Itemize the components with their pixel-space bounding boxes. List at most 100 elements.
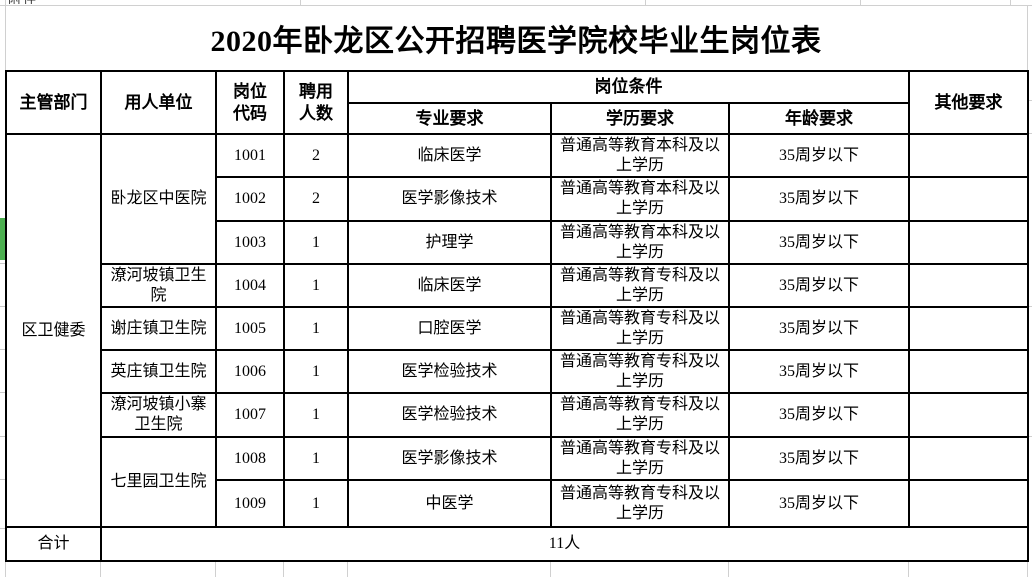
cell-other-requirement[interactable] <box>908 349 1029 394</box>
header-row-2: 专业要求 学历要求 年龄要求 <box>6 102 1028 135</box>
cell-education[interactable]: 普通高等教育专科及以上学历 <box>550 392 730 438</box>
cell-hire-count[interactable]: 1 <box>283 306 349 351</box>
cell-position-code[interactable]: 1002 <box>215 176 285 222</box>
header-position-code-line1: 岗位 <box>233 82 267 102</box>
cell-hire-count[interactable]: 2 <box>283 176 349 222</box>
cell-employer[interactable]: 七里园卫生院 <box>100 436 217 528</box>
cell-major[interactable]: 临床医学 <box>347 133 552 178</box>
header-hire-count-line2: 人数 <box>299 103 333 123</box>
cell-other-requirement[interactable] <box>908 133 1029 178</box>
cell-other-requirement[interactable] <box>908 220 1029 265</box>
cell-employer[interactable]: 潦河坡镇小寨卫生院 <box>100 392 217 438</box>
header-employer[interactable]: 用人单位 <box>100 70 217 135</box>
cell-age[interactable]: 35周岁以下 <box>728 176 910 222</box>
cell-education[interactable]: 普通高等教育本科及以上学历 <box>550 220 730 265</box>
cell-education[interactable]: 普通高等教育本科及以上学历 <box>550 176 730 222</box>
cell-major[interactable]: 医学影像技术 <box>347 436 552 481</box>
cell-hire-count[interactable]: 1 <box>283 263 349 308</box>
cell-total-value[interactable]: 11人 <box>100 526 1029 562</box>
cell-education[interactable]: 普通高等教育专科及以上学历 <box>550 306 730 351</box>
cell-education[interactable]: 普通高等教育专科及以上学历 <box>550 479 730 528</box>
cell-hire-count[interactable]: 1 <box>283 349 349 394</box>
cell-other-requirement[interactable] <box>908 479 1029 528</box>
cell-other-requirement[interactable] <box>908 176 1029 222</box>
cell-age[interactable]: 35周岁以下 <box>728 436 910 481</box>
cell-position-code[interactable]: 1009 <box>215 479 285 528</box>
gridline <box>860 0 861 5</box>
cell-major[interactable]: 护理学 <box>347 220 552 265</box>
cell-major[interactable]: 中医学 <box>347 479 552 528</box>
cell-position-code[interactable]: 1007 <box>215 392 285 438</box>
cell-employer[interactable]: 潦河坡镇卫生院 <box>100 263 217 308</box>
cell-other-requirement[interactable] <box>908 392 1029 438</box>
gridline <box>215 562 216 577</box>
header-education-requirement[interactable]: 学历要求 <box>550 102 730 135</box>
cell-hire-count[interactable]: 2 <box>283 133 349 178</box>
gridline <box>728 562 729 577</box>
table-row: 英庄镇卫生院 1006 1 医学检验技术 普通高等教育专科及以上学历 35周岁以… <box>6 349 1029 394</box>
cell-age[interactable]: 35周岁以下 <box>728 133 910 178</box>
cell-education[interactable]: 普通高等教育专科及以上学历 <box>550 349 730 394</box>
cell-age[interactable]: 35周岁以下 <box>728 306 910 351</box>
gridline <box>100 562 101 577</box>
table-row: 1009 1 中医学 普通高等教育专科及以上学历 35周岁以下 <box>6 479 1029 528</box>
cell-total-label[interactable]: 合计 <box>5 526 102 562</box>
clipped-top-text: 附件 <box>8 0 68 4</box>
table-row: 1003 1 护理学 普通高等教育本科及以上学历 35周岁以下 <box>6 220 1029 265</box>
header-major-requirement[interactable]: 专业要求 <box>347 102 552 135</box>
sheet-title: 2020年卧龙区公开招聘医学院校毕业生岗位表 <box>210 24 822 58</box>
header-position-code[interactable]: 岗位 代码 <box>215 70 285 135</box>
cell-position-code[interactable]: 1003 <box>215 220 285 265</box>
header-hire-count[interactable]: 聘用 人数 <box>283 70 349 135</box>
cell-position-code[interactable]: 1001 <box>215 133 285 178</box>
cell-major[interactable]: 临床医学 <box>347 263 552 308</box>
cell-age[interactable]: 35周岁以下 <box>728 392 910 438</box>
cell-position-code[interactable]: 1008 <box>215 436 285 481</box>
total-row: 合计 11人 <box>5 526 1029 562</box>
cell-position-code[interactable]: 1005 <box>215 306 285 351</box>
cell-hire-count[interactable]: 1 <box>283 220 349 265</box>
cell-age[interactable]: 35周岁以下 <box>728 479 910 528</box>
table-row: 潦河坡镇卫生院 1004 1 临床医学 普通高等教育专科及以上学历 35周岁以下 <box>6 263 1029 308</box>
cell-hire-count[interactable]: 1 <box>283 392 349 438</box>
table-row: 七里园卫生院 1008 1 医学影像技术 普通高等教育专科及以上学历 35周岁以… <box>6 436 1029 528</box>
header-supervising-department[interactable]: 主管部门 <box>5 70 102 135</box>
cell-hire-count[interactable]: 1 <box>283 479 349 528</box>
gridline <box>0 528 5 529</box>
cell-other-requirement[interactable] <box>908 306 1029 351</box>
cell-age[interactable]: 35周岁以下 <box>728 349 910 394</box>
gridline <box>0 349 5 350</box>
cell-education[interactable]: 普通高等教育专科及以上学历 <box>550 436 730 481</box>
cell-major[interactable]: 医学影像技术 <box>347 176 552 222</box>
gridline <box>1010 0 1011 5</box>
cell-education[interactable]: 普通高等教育本科及以上学历 <box>550 133 730 178</box>
header-other-requirements[interactable]: 其他要求 <box>908 70 1029 135</box>
cell-position-code[interactable]: 1006 <box>215 349 285 394</box>
positions-table: 主管部门 用人单位 岗位 代码 聘用 人数 岗位条件 其他要求 专业要求 学历要… <box>5 70 1029 562</box>
gridline <box>0 479 5 480</box>
header-hire-count-line1: 聘用 <box>299 82 333 102</box>
gridline <box>0 5 1032 6</box>
cell-age[interactable]: 35周岁以下 <box>728 263 910 308</box>
cell-major[interactable]: 医学检验技术 <box>347 349 552 394</box>
gridline <box>550 562 551 577</box>
cell-other-requirement[interactable] <box>908 436 1029 481</box>
cell-employer[interactable]: 卧龙区中医院 <box>100 133 217 265</box>
gridline <box>347 562 348 577</box>
cell-other-requirement[interactable] <box>908 263 1029 308</box>
cell-major[interactable]: 医学检验技术 <box>347 392 552 438</box>
gridline <box>1027 436 1032 437</box>
cell-major[interactable]: 口腔医学 <box>347 306 552 351</box>
cell-supervising-department[interactable]: 区卫健委 <box>5 133 102 528</box>
cell-position-code[interactable]: 1004 <box>215 263 285 308</box>
gridline <box>1027 100 1032 101</box>
cell-employer[interactable]: 英庄镇卫生院 <box>100 349 217 394</box>
table-row: 潦河坡镇小寨卫生院 1007 1 医学检验技术 普通高等教育专科及以上学历 35… <box>6 392 1029 438</box>
cell-education[interactable]: 普通高等教育专科及以上学历 <box>550 263 730 308</box>
cell-employer[interactable]: 谢庄镇卫生院 <box>100 306 217 351</box>
header-age-requirement[interactable]: 年龄要求 <box>728 102 910 135</box>
table-row: 区卫健委 卧龙区中医院 1001 2 临床医学 普通高等教育本科及以上学历 35… <box>5 133 1029 528</box>
cell-hire-count[interactable]: 1 <box>283 436 349 481</box>
cell-age[interactable]: 35周岁以下 <box>728 220 910 265</box>
header-position-conditions[interactable]: 岗位条件 <box>347 70 910 104</box>
